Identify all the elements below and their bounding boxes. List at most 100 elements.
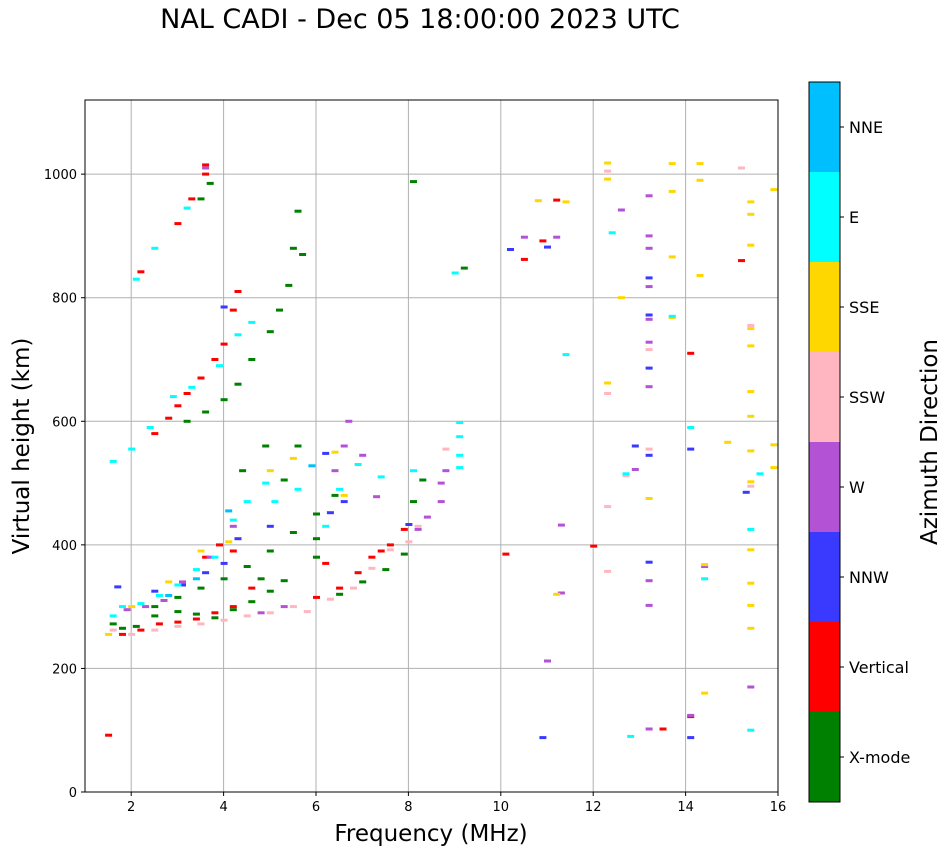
data-point-nnw: [202, 571, 210, 575]
data-point-sse: [747, 390, 755, 394]
data-point-vertical: [216, 543, 223, 547]
data-point-w: [645, 194, 653, 198]
data-point-vertical: [188, 197, 196, 201]
data-point-w: [631, 468, 639, 471]
data-point-w: [553, 235, 561, 239]
data-point-x-mode: [183, 419, 191, 423]
data-point-sse: [747, 548, 755, 552]
colorbar-tick-label: Vertical: [849, 658, 909, 677]
data-point-w: [373, 495, 381, 499]
data-point-vertical: [659, 727, 667, 731]
data-point-nnw: [687, 447, 695, 451]
data-point-vertical: [174, 222, 182, 226]
data-point-sse: [668, 255, 676, 259]
data-point-vertical: [738, 259, 745, 263]
grid-lines: [85, 100, 779, 793]
data-point-ssw: [414, 524, 422, 528]
data-point-e: [456, 466, 464, 470]
data-point-w: [423, 515, 431, 519]
data-point-x-mode: [266, 330, 274, 334]
data-point-e: [608, 231, 616, 235]
data-point-sse: [534, 199, 542, 203]
data-point-ssw: [303, 610, 311, 614]
data-point-vertical: [368, 555, 376, 559]
data-point-e: [354, 463, 362, 466]
data-point-ssw: [738, 166, 745, 170]
x-axis: 2 4 6 8 10 12 14 16: [127, 792, 786, 815]
data-point-e: [336, 487, 344, 491]
data-point-sse: [289, 456, 297, 460]
data-point-vertical: [165, 416, 173, 420]
data-point-nnw: [220, 561, 228, 565]
data-point-x-mode: [211, 616, 219, 620]
data-point-ssw: [386, 548, 394, 552]
data-point-e: [451, 271, 459, 275]
data-point-x-mode: [197, 586, 205, 590]
data-point-vertical: [322, 561, 330, 565]
data-point-x-mode: [192, 612, 200, 616]
data-point-w: [645, 246, 653, 250]
data-point-sse: [197, 549, 205, 553]
data-point-e: [174, 583, 182, 587]
colorbar-segment: [809, 262, 840, 352]
data-point-ssw: [128, 632, 136, 636]
data-point-sse: [747, 449, 755, 453]
data-point-sse: [604, 381, 612, 385]
data-point-e: [216, 364, 223, 368]
data-point-ssw: [645, 348, 653, 352]
data-point-sse: [747, 581, 755, 585]
x-tick-label: 2: [127, 800, 135, 815]
data-points: [105, 161, 778, 740]
colorbar-segment: [809, 532, 840, 622]
data-point-e: [109, 614, 117, 618]
data-point-nnw: [645, 276, 653, 280]
data-point-nnw: [266, 524, 274, 528]
y-tick-label: 400: [52, 539, 77, 554]
data-point-e: [151, 246, 159, 250]
data-point-w: [142, 605, 150, 609]
data-point-e: [747, 527, 755, 531]
data-point-nnw: [405, 523, 413, 526]
data-point-sse: [747, 212, 755, 216]
colorbar-frame: [808, 81, 841, 803]
data-point-e: [322, 524, 330, 528]
data-point-sse: [747, 344, 755, 348]
x-tick-label: 6: [312, 800, 320, 815]
data-point-sse: [105, 632, 113, 636]
data-point-w: [645, 727, 653, 731]
data-point-sse: [340, 493, 348, 497]
data-point-vertical: [105, 733, 113, 737]
data-point-sse: [747, 480, 755, 484]
data-point-sse: [604, 177, 612, 181]
data-point-e: [271, 500, 279, 504]
data-point-w: [544, 659, 551, 663]
data-point-vertical: [590, 544, 598, 548]
y-axis: 0 200 400 600 800 1000: [44, 168, 85, 801]
data-point-e: [119, 605, 126, 609]
data-point-ssw: [604, 169, 612, 173]
data-point-w: [340, 444, 348, 448]
data-point-nnw: [179, 583, 186, 587]
data-point-x-mode: [299, 253, 307, 256]
data-point-sse: [562, 200, 570, 204]
data-point-x-mode: [280, 579, 288, 583]
x-tick-label: 16: [770, 800, 787, 815]
data-point-w: [437, 481, 445, 485]
data-point-nnw: [687, 736, 695, 740]
x-tick-label: 10: [493, 800, 510, 815]
data-point-e: [687, 426, 695, 429]
data-point-x-mode: [313, 512, 320, 516]
y-tick-label: 800: [52, 292, 77, 307]
data-point-sse: [696, 274, 704, 277]
data-point-ssw: [604, 392, 612, 395]
data-point-sse: [770, 466, 778, 470]
data-point-x-mode: [382, 568, 390, 572]
colorbar-segment: [809, 442, 840, 532]
data-point-x-mode: [234, 382, 242, 386]
data-point-sse: [617, 296, 625, 300]
plot-frame: [84, 99, 779, 793]
data-point-x-mode: [119, 626, 126, 630]
data-point-w: [202, 166, 210, 170]
data-point-nne: [225, 509, 233, 513]
